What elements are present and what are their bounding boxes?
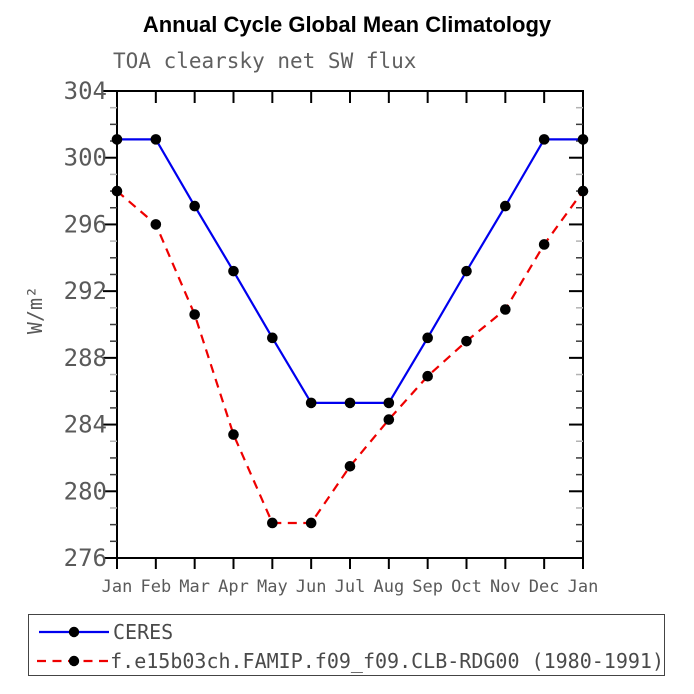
- data-point-marker: [305, 397, 317, 409]
- legend-marker-icon: [68, 626, 80, 637]
- data-point-marker: [500, 304, 511, 315]
- data-point-marker: [189, 200, 200, 212]
- legend-item-ceres: CERES: [35, 617, 664, 646]
- data-point-marker: [538, 134, 550, 145]
- x-axis-label: Apr: [218, 577, 249, 597]
- data-point-marker: [500, 200, 511, 212]
- y-axis-label: 304: [64, 77, 107, 105]
- legend-label-model: f.e15b03ch.FAMIP.f09_f09.CLB-RDG00 (1980…: [110, 648, 664, 673]
- x-axis-label: Jan: [568, 577, 599, 597]
- model-line: [116, 190, 584, 525]
- data-point-marker: [150, 134, 162, 145]
- legend-item-model: f.e15b03ch.FAMIP.f09_f09.CLB-RDG00 (1980…: [35, 646, 664, 675]
- y-axis-label: 280: [64, 477, 107, 505]
- y-axis-label: 288: [64, 344, 107, 372]
- x-axis-label: May: [257, 577, 288, 597]
- data-point-marker: [538, 239, 550, 250]
- y-axis-label: 276: [64, 544, 107, 572]
- data-point-marker: [344, 397, 356, 409]
- data-point-marker: [461, 265, 472, 277]
- data-point-marker: [267, 517, 278, 529]
- ceres-line-sample: [39, 626, 109, 637]
- data-point-marker: [228, 265, 239, 277]
- data-point-marker: [422, 370, 433, 382]
- data-point-marker: [189, 309, 200, 320]
- plot-frame: [116, 90, 584, 559]
- x-axis-label: Jun: [296, 577, 327, 597]
- y-axis-label: 300: [64, 144, 107, 172]
- x-axis-label: Aug: [373, 577, 404, 597]
- ceres-line: [117, 138, 583, 404]
- y-axis-label: 292: [64, 277, 107, 305]
- chart-title: Annual Cycle Global Mean Climatology: [142, 12, 552, 37]
- data-point-marker: [383, 397, 395, 409]
- y-axis-title: W/m²: [23, 286, 47, 334]
- data-point-marker: [344, 460, 356, 472]
- x-axis-label: Sep: [412, 577, 443, 597]
- x-axis-label: Oct: [451, 577, 482, 597]
- data-point-marker: [228, 429, 239, 440]
- y-axis-label: 284: [64, 411, 107, 439]
- chart-subtitle: TOA clearsky net SW flux: [113, 49, 417, 73]
- data-point-marker: [461, 335, 472, 347]
- model-line-sample: [37, 655, 109, 666]
- legend-label-ceres: CERES: [113, 619, 174, 644]
- data-point-marker: [383, 414, 395, 425]
- data-point-marker: [422, 332, 433, 344]
- y-axis-label: 296: [64, 210, 107, 238]
- x-axis-label: Jul: [335, 577, 366, 597]
- data-point-marker: [150, 219, 162, 230]
- legend-box: CERES f.e15b03ch.FAMIP.f09_f09.CLB-RDG00…: [28, 614, 665, 676]
- data-point-marker: [577, 185, 589, 197]
- x-axis-label: Mar: [179, 577, 210, 597]
- x-axis-label: Jan: [102, 577, 133, 597]
- x-axis-label: Feb: [140, 577, 171, 597]
- data-point-marker: [577, 134, 589, 145]
- x-axis-label: Dec: [529, 577, 560, 597]
- legend-marker-icon: [68, 655, 80, 666]
- data-point-marker: [111, 134, 123, 145]
- x-axis-label: Nov: [490, 577, 521, 597]
- data-point-marker: [111, 185, 123, 197]
- data-point-marker: [267, 332, 278, 344]
- data-point-marker: [305, 517, 317, 529]
